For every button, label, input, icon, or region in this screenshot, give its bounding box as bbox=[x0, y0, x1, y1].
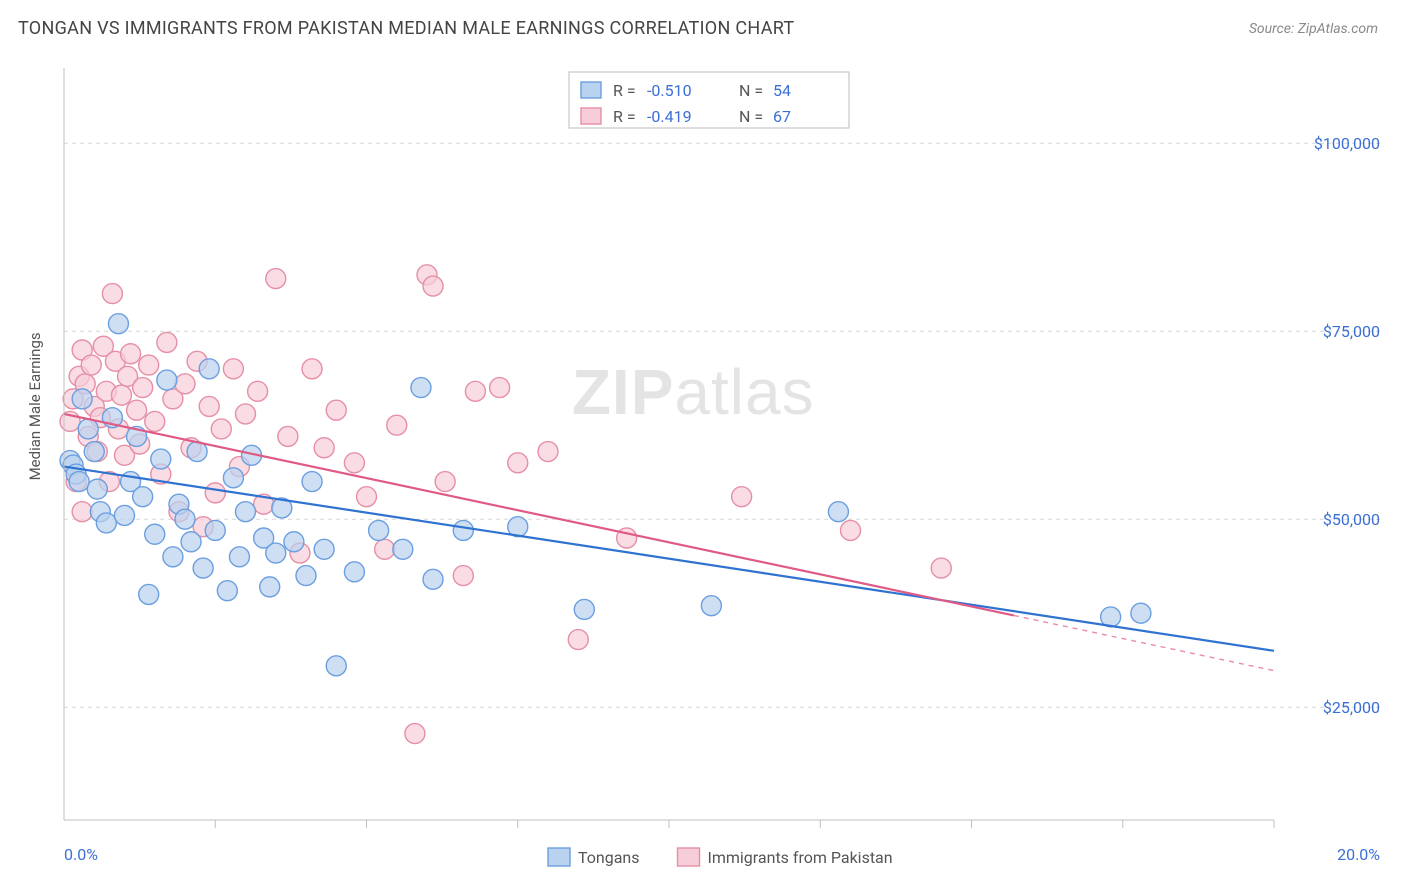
chart-source: Source: ZipAtlas.com bbox=[1249, 21, 1378, 37]
chart-area: $25,000 $50,000 $75,000 $100,000 ZIPatlas 0.0… bbox=[18, 54, 1388, 874]
svg-text:-0.510: -0.510 bbox=[647, 81, 692, 100]
svg-text:$100,000: $100,000 bbox=[1314, 134, 1380, 153]
svg-text:Tongans: Tongans bbox=[578, 848, 640, 867]
svg-text:20.0%: 20.0% bbox=[1337, 845, 1380, 864]
svg-text:Median Male Earnings: Median Male Earnings bbox=[26, 332, 44, 480]
svg-text:$75,000: $75,000 bbox=[1323, 322, 1380, 341]
svg-text:$25,000: $25,000 bbox=[1323, 698, 1380, 717]
svg-text:R =: R = bbox=[613, 107, 636, 126]
svg-text:67: 67 bbox=[773, 107, 791, 126]
svg-text:0.0%: 0.0% bbox=[64, 845, 98, 864]
svg-text:Immigrants from Pakistan: Immigrants from Pakistan bbox=[708, 848, 893, 867]
svg-text:N =: N = bbox=[739, 81, 763, 100]
svg-text:ZIPatlas: ZIPatlas bbox=[572, 356, 815, 428]
svg-text:$50,000: $50,000 bbox=[1323, 510, 1380, 529]
svg-text:54: 54 bbox=[773, 81, 791, 100]
svg-text:N =: N = bbox=[739, 107, 763, 126]
chart-title: TONGAN VS IMMIGRANTS FROM PAKISTAN MEDIA… bbox=[18, 18, 794, 39]
svg-text:-0.419: -0.419 bbox=[647, 107, 692, 126]
chart-header: TONGAN VS IMMIGRANTS FROM PAKISTAN MEDIA… bbox=[0, 0, 1406, 47]
scatter-chart: $25,000 $50,000 $75,000 $100,000 ZIPatlas 0.0… bbox=[18, 54, 1388, 874]
svg-text:R =: R = bbox=[613, 81, 636, 100]
